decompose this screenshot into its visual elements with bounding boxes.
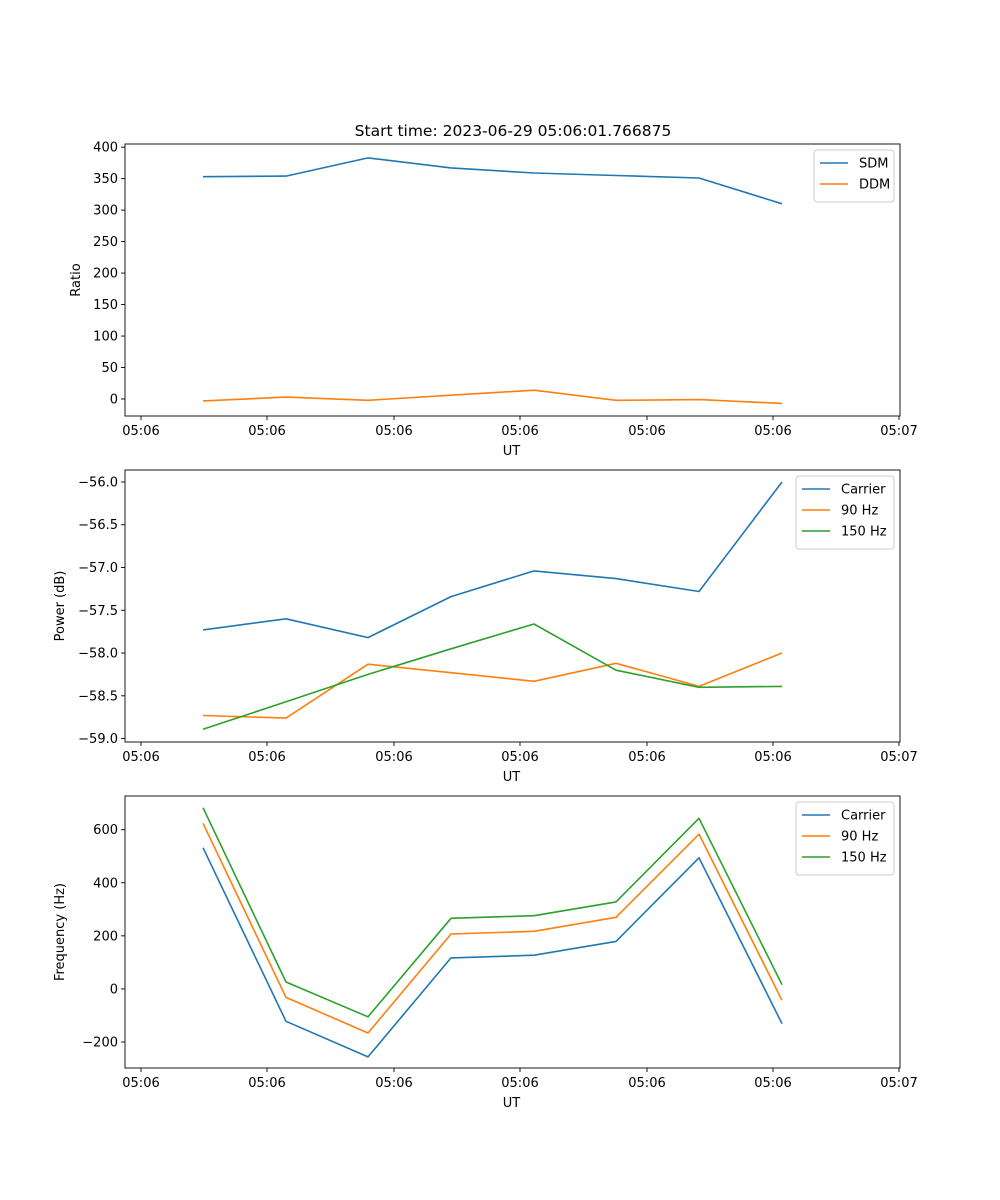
y-axis-label: Ratio: [69, 263, 84, 296]
legend-label: Carrier: [841, 483, 886, 498]
y-tick-label: 50: [101, 361, 118, 376]
legend-label: SDM: [859, 157, 888, 172]
subplots: 05:06 05:06 05:06 05:06 05:06 05:06 05:07 0 50 10…: [53, 141, 918, 1111]
y-tick-label: 350: [93, 172, 118, 187]
series-line-90-hz: [202, 652, 783, 719]
series-line-carrier: [202, 481, 783, 639]
y-tick-label: 200: [93, 267, 118, 282]
axes-frame: [124, 469, 901, 743]
x-tick-label: 05:06: [122, 750, 159, 765]
x-axis-label: UT: [503, 1096, 521, 1111]
legend: SDM DDM: [813, 149, 895, 203]
y-tick-label: 300: [93, 204, 118, 219]
y-tick-label: −56.0: [78, 475, 118, 490]
axes-frame: [124, 143, 901, 417]
x-tick-label: 05:06: [754, 1076, 791, 1091]
y-tick-label: 250: [93, 235, 118, 250]
x-tick-label: 05:07: [880, 1076, 917, 1091]
x-tick-label: 05:06: [248, 424, 285, 439]
legend-label: 90 Hz: [841, 830, 878, 845]
x-tick-label: 05:07: [880, 424, 917, 439]
x-tick-label: 05:06: [122, 424, 159, 439]
y-tick-label: −57.0: [78, 561, 118, 576]
axes-frame: [124, 795, 901, 1069]
x-tick-label: 05:06: [375, 1076, 412, 1091]
x-tick-label: 05:06: [248, 1076, 285, 1091]
legend-label: 150 Hz: [841, 851, 887, 866]
y-tick-label: 400: [93, 876, 118, 891]
y-tick-label: 0: [110, 982, 118, 997]
series-line-150-hz: [202, 807, 783, 1018]
x-tick-label: 05:07: [880, 750, 917, 765]
series-line-carrier: [202, 847, 783, 1058]
legend-label: Carrier: [841, 809, 886, 824]
legend: Carrier 90 Hz 150 Hz: [795, 801, 895, 876]
x-tick-label: 05:06: [754, 750, 791, 765]
y-tick-label: 200: [93, 929, 118, 944]
y-tick-label: 100: [93, 330, 118, 345]
subplot-1: 05:06 05:06 05:06 05:06 05:06 05:06 05:07 0 50 10…: [69, 141, 918, 459]
y-tick-label: −59.0: [78, 732, 118, 747]
figure-title: Start time: 2023-06-29 05:06:01.766875: [355, 122, 672, 140]
y-axis-label: Frequency (Hz): [53, 883, 68, 981]
x-axis-label: UT: [503, 770, 521, 785]
y-tick-label: −200: [82, 1035, 118, 1050]
x-tick-label: 05:06: [375, 750, 412, 765]
y-tick-label: 150: [93, 298, 118, 313]
series-line-150-hz: [202, 623, 783, 730]
y-tick-label: 400: [93, 141, 118, 156]
legend-label: 150 Hz: [841, 525, 887, 540]
x-tick-label: 05:06: [501, 424, 538, 439]
legend: Carrier 90 Hz 150 Hz: [795, 475, 895, 550]
x-tick-label: 05:06: [501, 1076, 538, 1091]
y-tick-label: −56.5: [78, 518, 118, 533]
subplot-3: 05:06 05:06 05:06 05:06 05:06 05:06 05:07 −200 0…: [53, 795, 918, 1111]
x-tick-label: 05:06: [628, 750, 665, 765]
series-line-sdm: [202, 157, 783, 205]
x-tick-label: 05:06: [628, 424, 665, 439]
x-tick-label: 05:06: [754, 424, 791, 439]
y-tick-label: 0: [110, 393, 118, 408]
x-tick-label: 05:06: [248, 750, 285, 765]
x-tick-label: 05:06: [122, 1076, 159, 1091]
y-axis-label: Power (dB): [53, 571, 68, 642]
series-line-ddm: [202, 389, 783, 405]
y-tick-label: −58.0: [78, 647, 118, 662]
x-axis-label: UT: [503, 444, 521, 459]
y-tick-label: −58.5: [78, 689, 118, 704]
y-tick-label: 600: [93, 823, 118, 838]
x-tick-label: 05:06: [375, 424, 412, 439]
subplot-2: 05:06 05:06 05:06 05:06 05:06 05:06 05:07 −59.0…: [53, 469, 918, 785]
legend-label: 90 Hz: [841, 504, 878, 519]
legend-label: DDM: [859, 178, 890, 193]
y-tick-label: −57.5: [78, 604, 118, 619]
x-tick-label: 05:06: [501, 750, 538, 765]
series-line-90-hz: [202, 822, 783, 1034]
x-tick-label: 05:06: [628, 1076, 665, 1091]
